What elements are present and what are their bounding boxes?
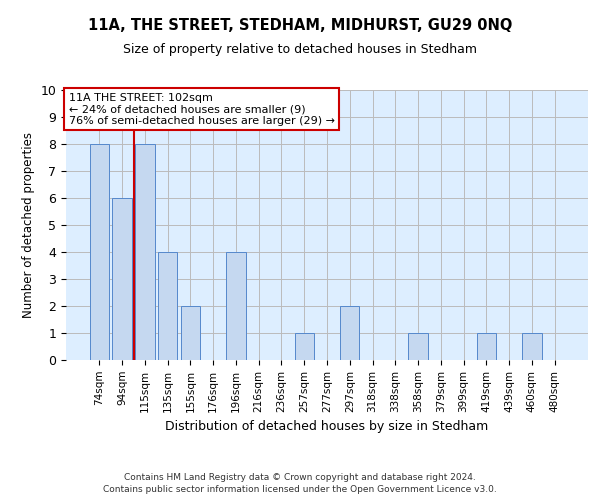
Bar: [112, 198, 132, 360]
Bar: [295, 333, 314, 360]
Text: Contains public sector information licensed under the Open Government Licence v3: Contains public sector information licen…: [103, 486, 497, 494]
Text: 11A, THE STREET, STEDHAM, MIDHURST, GU29 0NQ: 11A, THE STREET, STEDHAM, MIDHURST, GU29…: [88, 18, 512, 32]
Bar: [476, 333, 496, 360]
Bar: [135, 144, 155, 360]
X-axis label: Distribution of detached houses by size in Stedham: Distribution of detached houses by size …: [166, 420, 488, 433]
Bar: [90, 144, 109, 360]
Y-axis label: Number of detached properties: Number of detached properties: [22, 132, 35, 318]
Text: 11A THE STREET: 102sqm
← 24% of detached houses are smaller (9)
76% of semi-deta: 11A THE STREET: 102sqm ← 24% of detached…: [68, 92, 335, 126]
Bar: [522, 333, 542, 360]
Text: Size of property relative to detached houses in Stedham: Size of property relative to detached ho…: [123, 42, 477, 56]
Bar: [158, 252, 178, 360]
Bar: [340, 306, 359, 360]
Text: Contains HM Land Registry data © Crown copyright and database right 2024.: Contains HM Land Registry data © Crown c…: [124, 473, 476, 482]
Bar: [226, 252, 245, 360]
Bar: [409, 333, 428, 360]
Bar: [181, 306, 200, 360]
